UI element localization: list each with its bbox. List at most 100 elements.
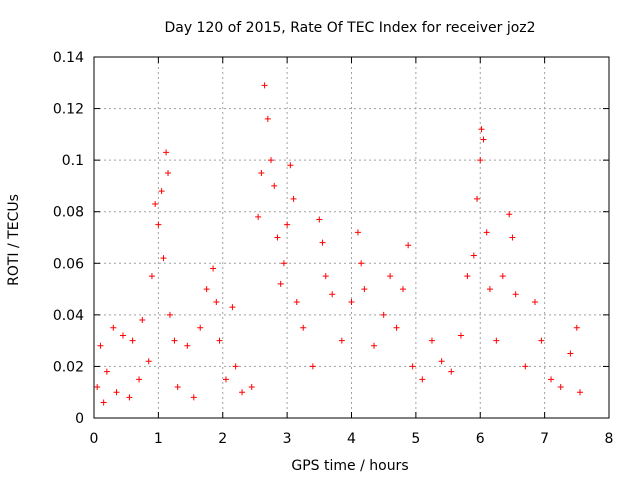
y-tick-label: 0 (75, 411, 84, 427)
data-point (428, 337, 435, 344)
data-point (210, 265, 217, 272)
data-point (464, 273, 471, 280)
data-point (361, 286, 368, 293)
data-point (387, 273, 394, 280)
data-point (284, 221, 291, 228)
data-point (126, 394, 133, 401)
data-point (448, 368, 455, 375)
data-point (222, 376, 229, 383)
data-point (287, 162, 294, 169)
y-tick-label: 0.02 (53, 359, 84, 375)
data-point (509, 234, 516, 241)
data-point (136, 376, 143, 383)
data-point (548, 376, 555, 383)
chart-title: Day 120 of 2015, Rate Of TEC Index for r… (164, 20, 535, 36)
y-tick-label: 0.1 (62, 153, 84, 169)
data-point (577, 389, 584, 396)
y-tick-label: 0.12 (53, 102, 84, 118)
data-point (203, 286, 210, 293)
data-point (512, 291, 519, 298)
y-tick-label: 0.14 (53, 50, 84, 66)
data-point (277, 280, 284, 287)
data-point (268, 157, 275, 164)
axis-ticks (93, 56, 610, 419)
data-point (531, 298, 538, 305)
x-tick-label: 1 (154, 431, 163, 447)
data-point (522, 363, 529, 370)
data-point (110, 324, 117, 331)
data-point (248, 384, 255, 391)
data-point (538, 337, 545, 344)
data-point (229, 304, 236, 311)
data-point (393, 324, 400, 331)
data-point (129, 337, 136, 344)
data-point (573, 324, 580, 331)
data-point (457, 332, 464, 339)
x-tick-label: 7 (540, 431, 549, 447)
data-point (348, 298, 355, 305)
data-point (145, 358, 152, 365)
data-point (438, 358, 445, 365)
data-point (338, 337, 345, 344)
data-point (354, 229, 361, 236)
data-point (506, 211, 513, 218)
data-point (255, 213, 262, 220)
data-point (258, 170, 265, 177)
data-point (486, 286, 493, 293)
x-axis-title: GPS time / hours (291, 458, 408, 474)
data-point (155, 221, 162, 228)
data-point (213, 298, 220, 305)
data-points (94, 82, 584, 406)
x-tick-label: 4 (347, 431, 356, 447)
data-point (371, 342, 378, 349)
data-point (163, 149, 170, 156)
data-point (97, 342, 104, 349)
y-axis-title: ROTI / TECUs (6, 194, 22, 286)
data-point (309, 363, 316, 370)
data-point (261, 82, 268, 89)
data-point (474, 195, 481, 202)
data-point (477, 157, 484, 164)
data-point (158, 188, 165, 195)
data-point (480, 136, 487, 143)
x-tick-label: 5 (411, 431, 420, 447)
tick-labels: 0 1 2 3 4 5 6 7 8 0 0.02 0.04 0.06 0.08 0.1 0.12 0.14 (53, 50, 614, 447)
data-point (184, 342, 191, 349)
data-point (470, 252, 477, 259)
data-point (280, 260, 287, 267)
data-point (300, 324, 307, 331)
data-point (274, 234, 281, 241)
data-point (400, 286, 406, 293)
data-point (152, 200, 159, 207)
data-point (483, 229, 490, 236)
data-point (316, 216, 323, 223)
data-point (409, 363, 416, 370)
data-point (419, 376, 426, 383)
data-point (290, 195, 297, 202)
data-point (232, 363, 239, 370)
x-tick-label: 2 (218, 431, 227, 447)
data-point (165, 170, 172, 177)
data-point (148, 273, 155, 280)
data-point (557, 384, 564, 391)
data-point (190, 394, 197, 401)
data-point (216, 337, 223, 344)
data-point (119, 332, 126, 339)
x-tick-label: 6 (476, 431, 485, 447)
data-point (493, 337, 500, 344)
data-point (160, 255, 167, 262)
data-point (271, 182, 278, 189)
data-point (139, 317, 146, 324)
data-point (478, 126, 485, 133)
grid (94, 57, 609, 418)
data-point (329, 291, 336, 298)
data-point (499, 273, 506, 280)
data-point (358, 260, 365, 267)
x-tick-label: 8 (605, 431, 614, 447)
data-point (103, 368, 110, 375)
data-point (319, 239, 326, 246)
x-tick-label: 3 (283, 431, 292, 447)
data-point (197, 324, 204, 331)
data-point (567, 350, 574, 357)
